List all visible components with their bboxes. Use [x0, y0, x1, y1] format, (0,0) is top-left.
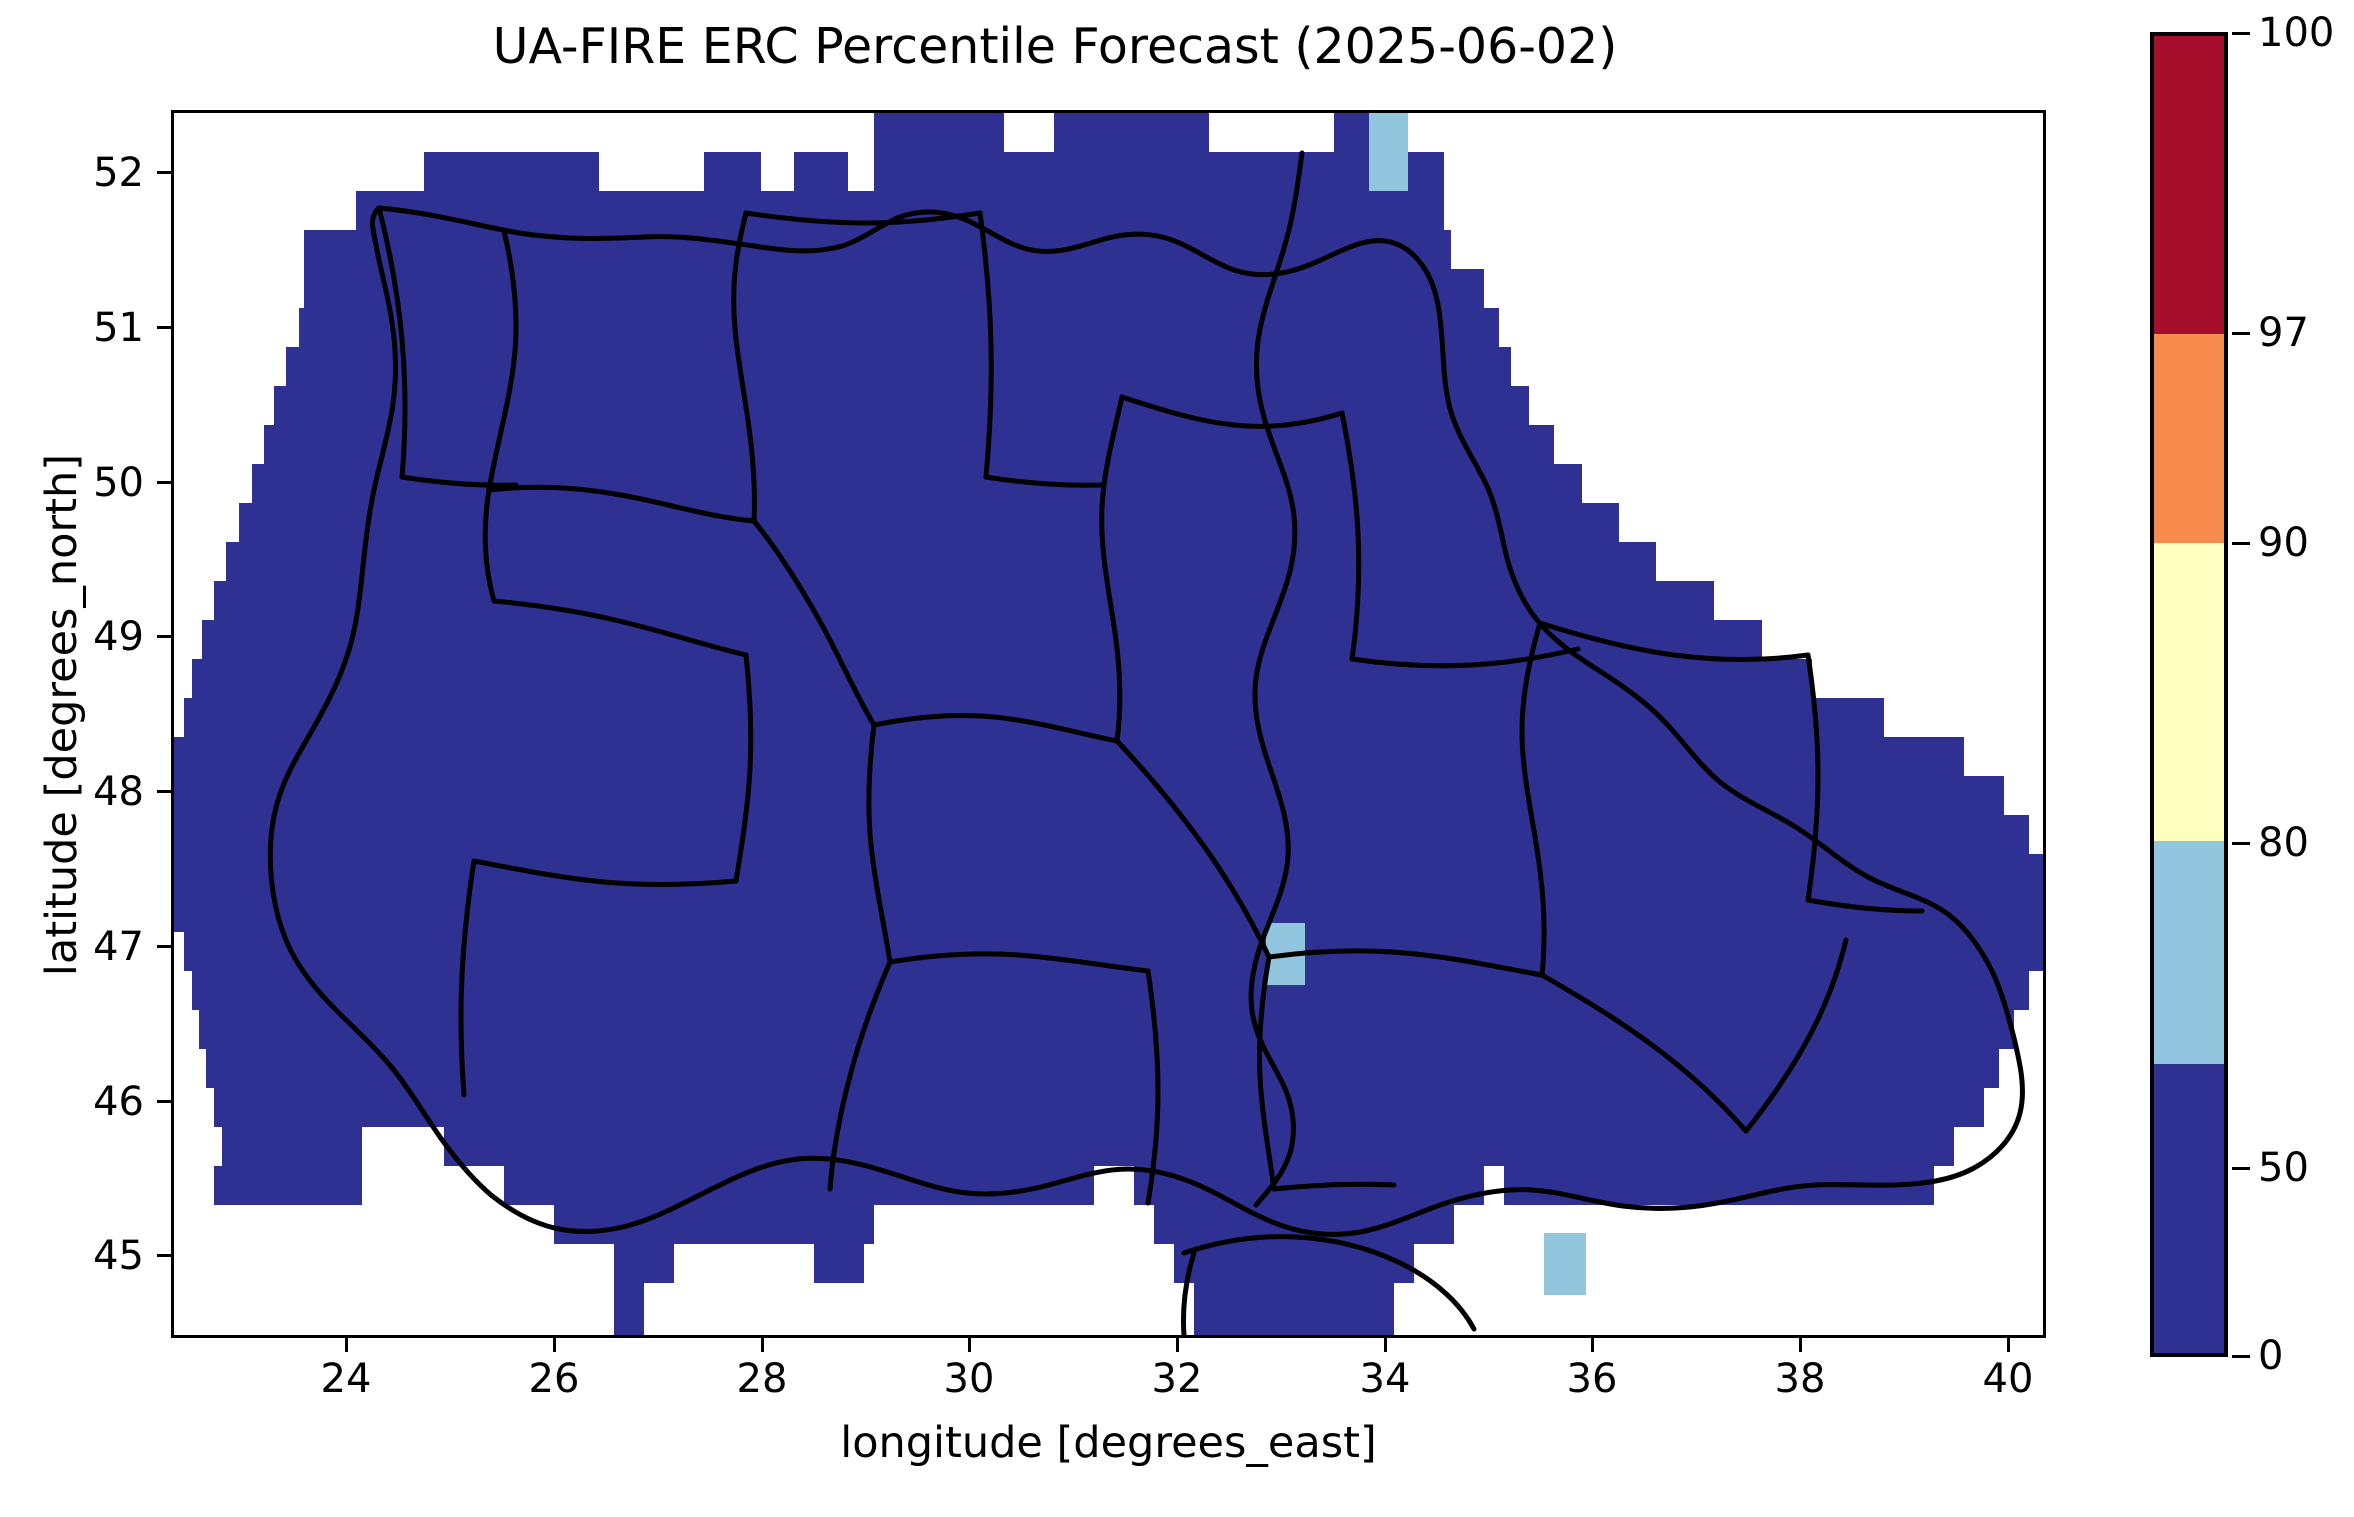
- xtick-24: [345, 1338, 348, 1352]
- ukraine-erc-raster: [174, 113, 2043, 1335]
- ytick-52: [157, 171, 171, 174]
- xtick-34: [1384, 1338, 1387, 1352]
- ytick-45: [157, 1254, 171, 1257]
- colorbar-tick-0: [2232, 1355, 2250, 1358]
- colorbar-tick-100: [2232, 32, 2250, 35]
- ytick-49: [157, 635, 171, 638]
- xtick-38: [1799, 1338, 1802, 1352]
- ytick-46: [157, 1100, 171, 1103]
- colorbar-band-90-97: [2154, 334, 2224, 543]
- xtick-label-38: 38: [1774, 1356, 1826, 1402]
- ytick-50: [157, 481, 171, 484]
- ukraine-raster-silhouette: [174, 113, 2043, 1335]
- colorbar-tick-90: [2232, 542, 2250, 545]
- xtick-label-26: 26: [528, 1356, 580, 1402]
- ytick-label-49: 49: [93, 614, 144, 660]
- ytick-48: [157, 790, 171, 793]
- colorbar[interactable]: [2150, 32, 2228, 1357]
- xtick-30: [968, 1338, 971, 1352]
- xtick-26: [553, 1338, 556, 1352]
- colorbar-band-97-100: [2154, 36, 2224, 335]
- colorbar-label-100: 100: [2258, 10, 2335, 56]
- colorbar-tick-80: [2232, 842, 2250, 845]
- ytick-label-45: 45: [93, 1233, 144, 1279]
- xtick-label-24: 24: [320, 1356, 372, 1402]
- ytick-51: [157, 326, 171, 329]
- colorbar-label-97: 97: [2258, 310, 2309, 356]
- colorbar-label-0: 0: [2258, 1333, 2284, 1379]
- xtick-label-40: 40: [1982, 1356, 2034, 1402]
- ytick-label-52: 52: [93, 150, 144, 196]
- colorbar-tick-97: [2232, 332, 2250, 335]
- x-axis-label: longitude [degrees_east]: [840, 1418, 1377, 1468]
- colorbar-band-50-80: [2154, 840, 2224, 1065]
- ytick-47: [157, 945, 171, 948]
- xtick-28: [761, 1338, 764, 1352]
- colorbar-band-0-50: [2154, 1064, 2224, 1353]
- colorbar-tick-50: [2232, 1167, 2250, 1170]
- administrative-borders: [267, 150, 2025, 1335]
- ytick-label-51: 51: [93, 305, 144, 351]
- xtick-label-28: 28: [736, 1356, 788, 1402]
- ytick-label-47: 47: [93, 924, 144, 970]
- xtick-32: [1176, 1338, 1179, 1352]
- page-title: UA-FIRE ERC Percentile Forecast (2025-06…: [492, 18, 1618, 75]
- colorbar-label-50: 50: [2258, 1145, 2309, 1191]
- xtick-36: [1591, 1338, 1594, 1352]
- y-axis-label: latitude [degrees_north]: [37, 453, 87, 977]
- ytick-label-50: 50: [93, 460, 144, 506]
- xtick-label-36: 36: [1566, 1356, 1618, 1402]
- map-plot-area[interactable]: [171, 110, 2046, 1338]
- xtick-label-32: 32: [1151, 1356, 1203, 1402]
- xtick-label-34: 34: [1359, 1356, 1411, 1402]
- ytick-label-46: 46: [93, 1079, 144, 1125]
- colorbar-label-90: 90: [2258, 520, 2309, 566]
- colorbar-label-80: 80: [2258, 820, 2309, 866]
- ytick-label-48: 48: [93, 769, 144, 815]
- xtick-label-30: 30: [943, 1356, 995, 1402]
- colorbar-band-80-90: [2154, 542, 2224, 841]
- xtick-40: [2007, 1338, 2010, 1352]
- raster-band-50-80: [1266, 113, 1586, 1295]
